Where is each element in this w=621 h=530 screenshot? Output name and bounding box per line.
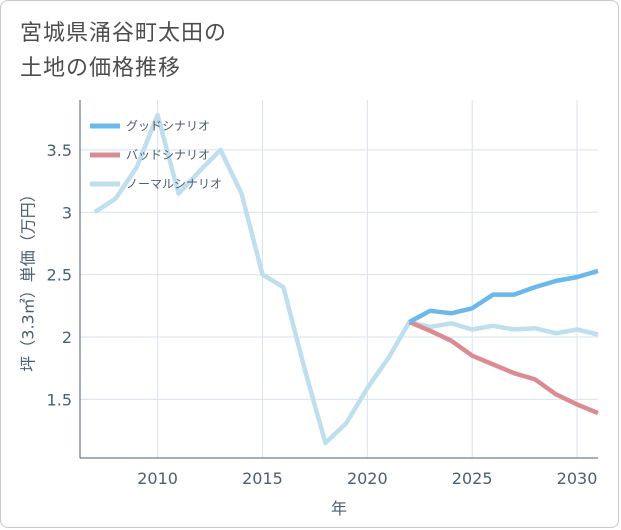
y-axis-ticks: 1.5 2 2.5 3 3.5 <box>47 141 72 409</box>
y-tick-label: 2 <box>62 328 72 347</box>
title-line-1: 宮城県涌谷町太田の <box>20 21 228 46</box>
x-tick-label: 2015 <box>242 469 283 488</box>
x-tick-label: 2030 <box>557 469 598 488</box>
x-tick-label: 2025 <box>452 469 493 488</box>
plot-frame <box>79 100 598 459</box>
y-tick-label: 3.5 <box>47 141 72 160</box>
series-line-1 <box>408 319 599 416</box>
series-line-2 <box>93 112 599 446</box>
y-tick-label: 2.5 <box>47 266 72 285</box>
y-tick-label: 1.5 <box>47 390 72 409</box>
legend-item-0[interactable]: グッドシナリオ <box>90 119 210 133</box>
y-tick-label: 3 <box>62 203 72 222</box>
legend-label: ノーマルシナリオ <box>126 177 222 191</box>
grid-lines <box>80 100 598 458</box>
y-axis-label: 坪（3.3㎡）単価（万円） <box>19 186 38 371</box>
title-line-2: 土地の価格推移 <box>20 56 182 81</box>
legend-item-2[interactable]: ノーマルシナリオ <box>90 177 222 191</box>
x-axis-ticks: 2010 2015 2020 2025 2030 <box>137 469 597 488</box>
x-tick-label: 2020 <box>347 469 388 488</box>
x-tick-label: 2010 <box>137 469 178 488</box>
page-title: 宮城県涌谷町太田の 土地の価格推移 <box>20 16 227 86</box>
legend-item-1[interactable]: バッドシナリオ <box>90 148 210 162</box>
legend-label: グッドシナリオ <box>126 119 210 133</box>
x-axis-label: 年 <box>331 499 347 518</box>
series-lines <box>93 112 599 446</box>
series-line-0 <box>408 268 599 324</box>
legend-label: バッドシナリオ <box>126 148 210 162</box>
